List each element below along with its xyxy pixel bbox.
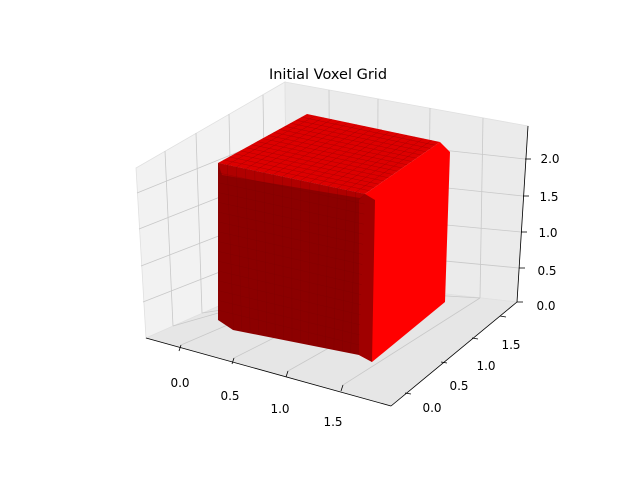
voxel-cube [217,114,450,362]
y-tick-label: 0.0 [422,401,441,415]
voxel-mesh [217,115,436,354]
x-axis-line [145,337,392,407]
x-tick-label: 1.0 [270,402,289,416]
z-tick-label: 2.0 [540,152,559,166]
x-tick-labels: 0.0 0.5 1.0 1.5 [170,376,342,429]
y-tick-label: 0.5 [449,379,468,393]
y-tick-label: 1.0 [476,359,495,373]
tick-marks [178,158,531,395]
z-axis-line [516,125,529,303]
voxel-top-face [218,114,440,194]
axis-lines [145,125,529,407]
z-tick-label: 1.0 [538,226,557,240]
voxel-side-face [359,142,450,362]
voxel-corner-edge [359,194,375,362]
z-tick-labels: 0.0 0.5 1.0 1.5 2.0 [536,152,559,313]
z-tick-label: 0.0 [536,299,555,313]
z-tick-label: 0.5 [537,264,556,278]
x-tick-label: 0.5 [220,389,239,403]
x-tick-label: 0.0 [170,376,189,390]
y-tick-labels: 0.0 0.5 1.0 1.5 [422,338,520,415]
z-tick-label: 1.5 [539,190,558,204]
chart-title: Initial Voxel Grid [269,67,387,83]
y-tick-label: 1.5 [501,338,520,352]
x-tick-label: 1.5 [323,415,342,429]
y-axis-line [390,301,518,407]
